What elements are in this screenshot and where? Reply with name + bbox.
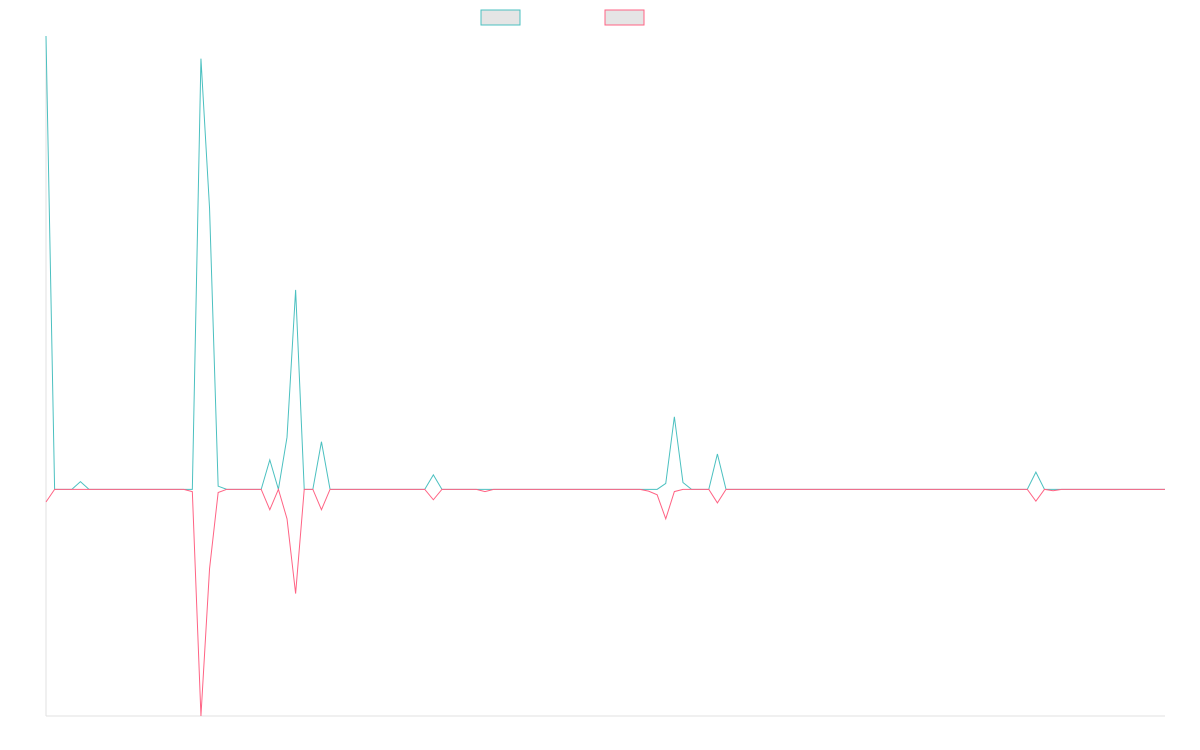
legend xyxy=(480,9,645,26)
legend-swatch-2[interactable] xyxy=(604,9,645,26)
axes xyxy=(45,36,1165,717)
legend-swatch-1[interactable] xyxy=(480,9,521,26)
series-group xyxy=(45,35,1165,717)
series-line-1[interactable] xyxy=(45,35,1165,490)
series-line-2[interactable] xyxy=(45,487,1165,717)
